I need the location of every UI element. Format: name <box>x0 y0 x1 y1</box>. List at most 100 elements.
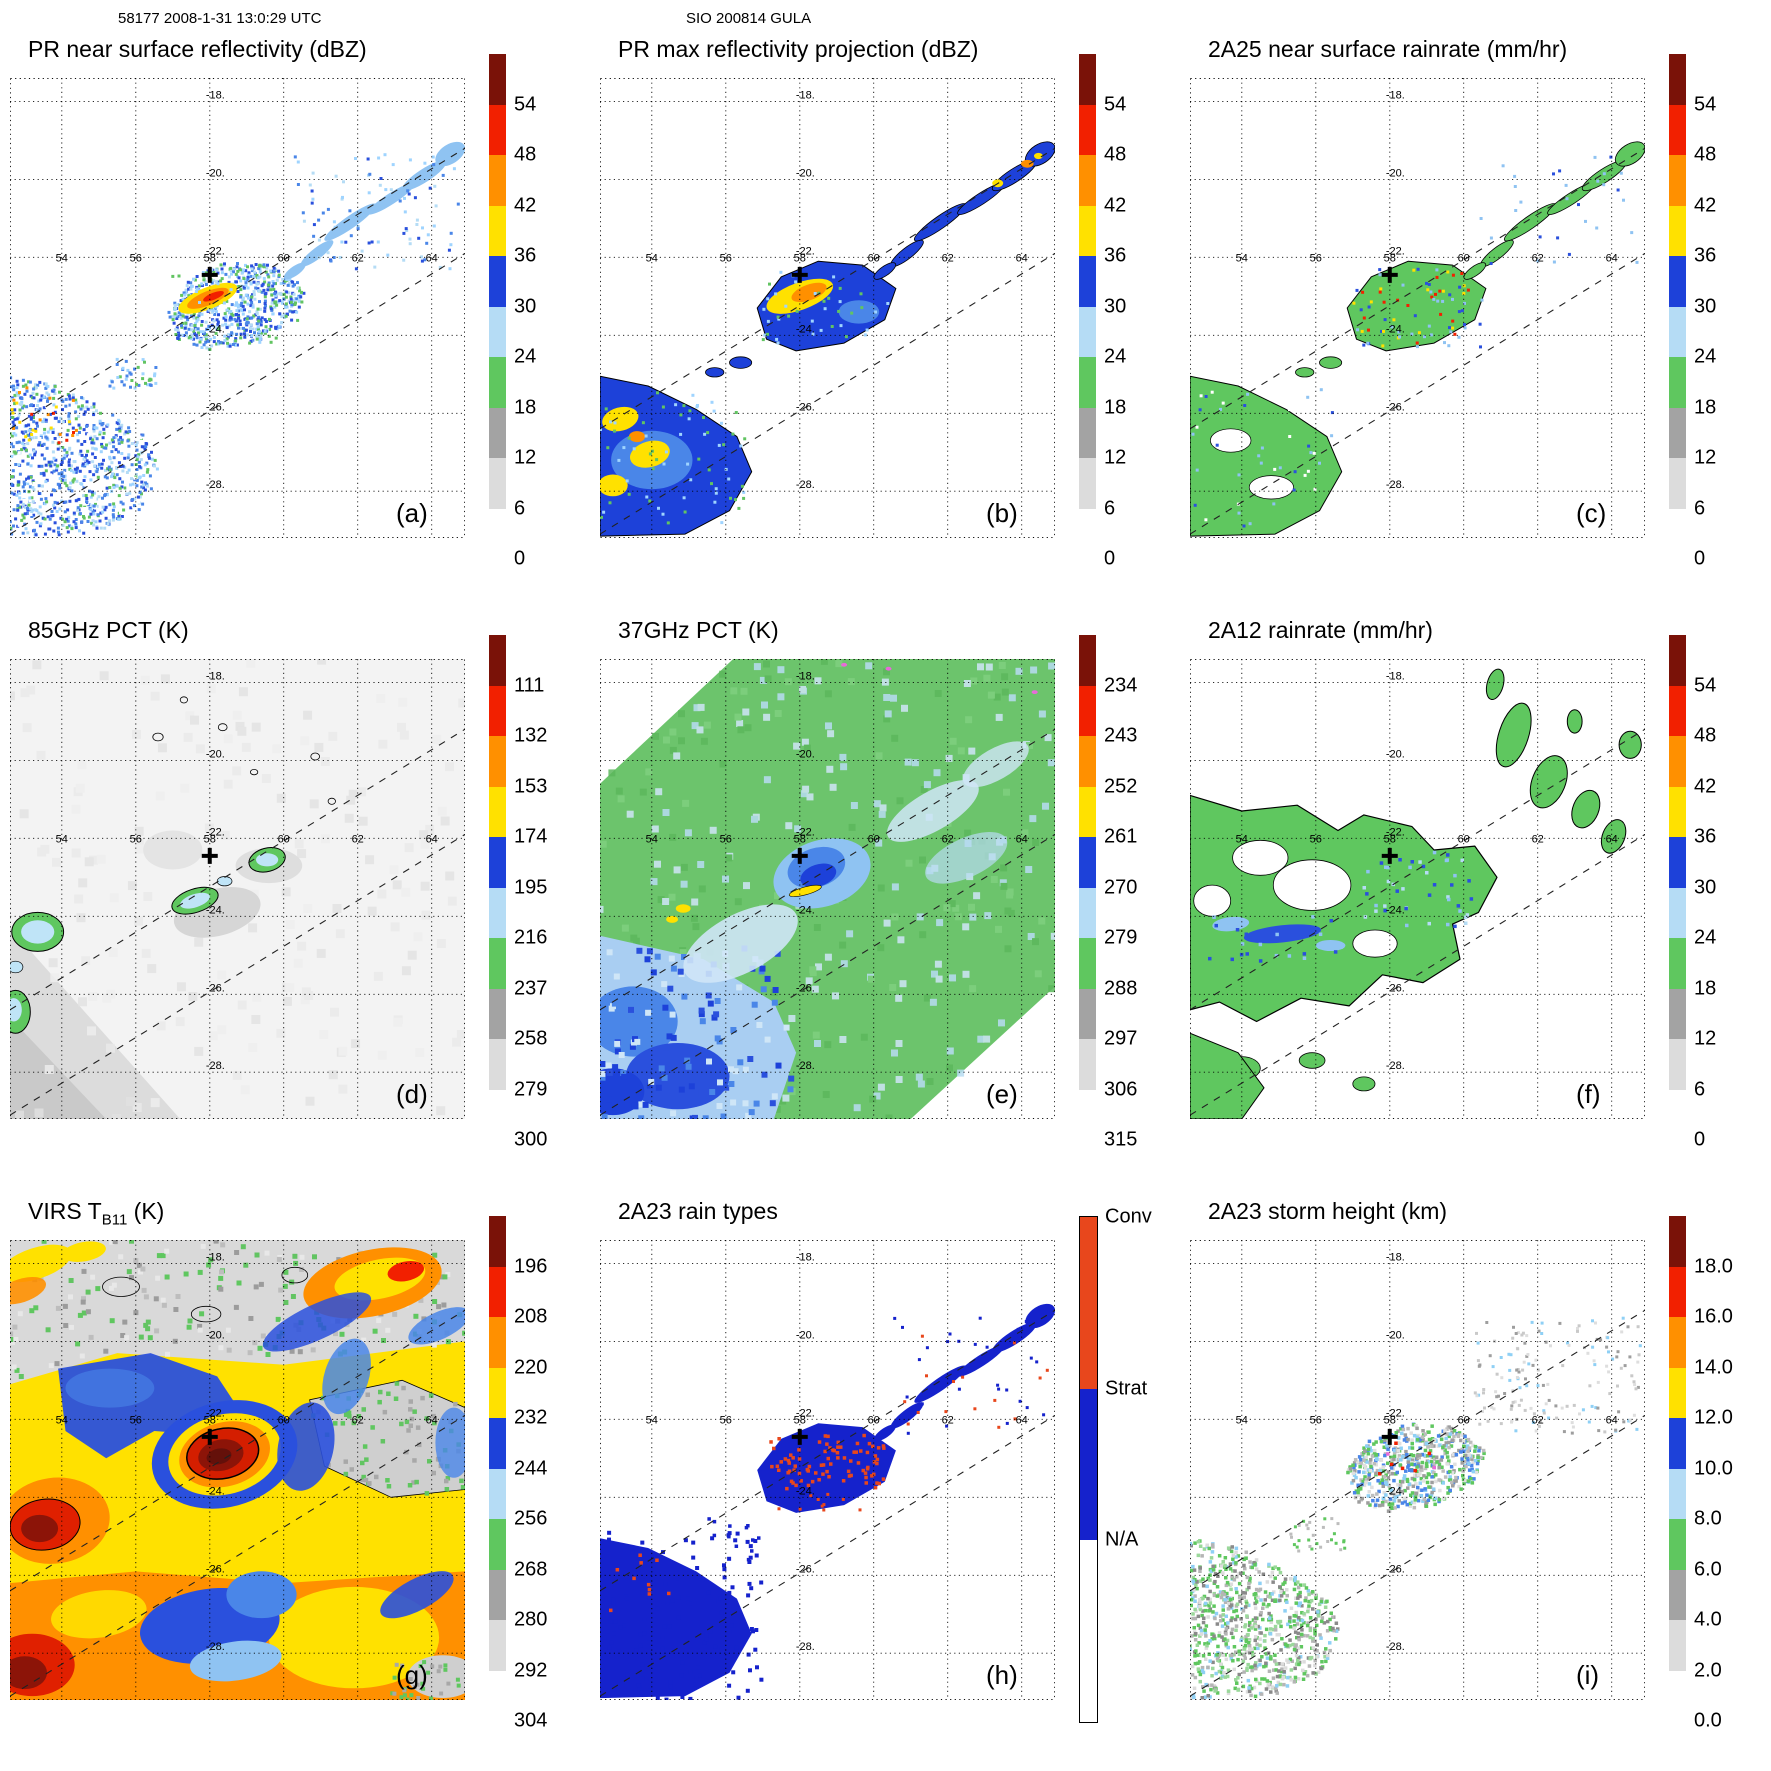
colorbar-tick-label: 48 <box>514 143 537 166</box>
colorbar-tick-label: 256 <box>514 1507 548 1530</box>
colorbar-tick-label: 24 <box>1694 926 1717 949</box>
map-panel-h: 54 56 58 60 62 64 -18. -20. -22. -24. -26. -28. <box>600 1240 1055 1700</box>
storm-center-marker <box>1381 847 1398 864</box>
lat-grid-label: -22. <box>1386 245 1405 257</box>
colorbar-segment <box>1669 786 1686 837</box>
colorbar-tick-label: 288 <box>1104 977 1138 999</box>
colorbar-segment <box>489 1519 506 1570</box>
colorbar-segment <box>489 685 506 736</box>
lat-grid-label: -28. <box>206 479 225 491</box>
panel-title-f: 2A12 rainrate (mm/hr) <box>1208 617 1433 648</box>
panel-letter: (c) <box>1576 498 1607 528</box>
lon-grid-label: 56 <box>720 1414 732 1426</box>
map-features <box>1190 668 1642 1119</box>
colorbar-segment <box>1079 54 1096 105</box>
colorbar-segment <box>1669 1620 1686 1671</box>
swath-edge-line <box>600 147 1055 430</box>
lat-grid-label: -18. <box>796 1251 815 1263</box>
lon-grid-label: 60 <box>278 1414 290 1426</box>
panel-b: PR max reflectivity projection (dBZ) 54 56… <box>590 28 1180 609</box>
colorbar-segment <box>1079 1089 1096 1140</box>
colorbar-segment <box>489 786 506 837</box>
lon-grid-label: 62 <box>942 252 954 264</box>
lat-grid-label: -24. <box>206 1485 225 1497</box>
colorbar-tick-label: 4.0 <box>1694 1608 1722 1631</box>
lat-grid-label: -28. <box>206 1641 225 1653</box>
panel-title-text: 2A23 storm height (km) <box>1208 1198 1448 1224</box>
map-features <box>1190 141 1645 537</box>
swath-edge-line <box>600 1309 1055 1592</box>
colorbar-segment <box>489 1266 506 1317</box>
lat-grid-label: -18. <box>206 670 225 682</box>
colorbar-segment <box>1669 306 1686 357</box>
lon-grid-label: 58 <box>1384 252 1396 264</box>
lon-grid-label: 64 <box>426 833 438 845</box>
swath-edge-line <box>10 1414 465 1697</box>
colorbar-segment <box>489 256 506 307</box>
swath-edge-line <box>600 833 1055 1116</box>
colorbar-segment <box>1079 508 1096 559</box>
panel-letter: (d) <box>396 1079 428 1109</box>
swath-edge-line <box>1190 147 1645 430</box>
colorbar-tick-label: 12 <box>514 446 537 469</box>
lat-grid-label: -26. <box>1386 401 1405 413</box>
colorbar-tick-label: 111 <box>514 674 545 696</box>
colorbar-segment <box>1669 1089 1686 1140</box>
colorbar-tick-label: 16.0 <box>1694 1305 1733 1328</box>
map-panel-f: 54 56 58 60 62 64 -18. -20. -22. -24. -26. -28. <box>1190 659 1645 1119</box>
lon-grid-label: 60 <box>1458 1414 1470 1426</box>
colorbar-tick-label: 18.0 <box>1694 1255 1733 1277</box>
colorbar-segment <box>489 1670 506 1721</box>
lat-grid-label: -28. <box>1386 1060 1405 1072</box>
colorbar-segment <box>489 635 506 686</box>
colorbar-segment <box>1079 988 1096 1039</box>
panel-e: 37GHz PCT (K) 54 56 58 60 62 64 -18. -20. -22. -24… <box>590 609 1180 1190</box>
map-features <box>600 659 1055 1119</box>
colorbar-tick-label: 244 <box>514 1457 548 1479</box>
colorbar-d: 300 279 258 237 216 195 174 153 132 111 <box>489 635 547 1151</box>
swath-edge-line <box>10 728 465 1011</box>
colorbar-tick-label: Strat <box>1105 1377 1148 1400</box>
lon-grid-label: 56 <box>130 252 142 264</box>
panel-title-c: 2A25 near surface rainrate (mm/hr) <box>1208 36 1567 67</box>
colorbar-segment <box>489 407 506 458</box>
colorbar-tick-label: 270 <box>1104 876 1138 898</box>
panel-title-text: 37GHz PCT (K) <box>618 617 779 643</box>
colorbar-tick-label: 36 <box>1694 244 1717 267</box>
lon-grid-label: 64 <box>1606 833 1618 845</box>
colorbar-segment <box>1669 407 1686 458</box>
colorbar-segment <box>1669 685 1686 736</box>
panel-title-b: PR max reflectivity projection (dBZ) <box>618 36 978 67</box>
colorbar-f: 0 6 12 18 24 30 36 42 48 54 <box>1669 635 1716 1151</box>
colorbar-segment <box>489 508 506 559</box>
lat-grid-label: -28. <box>796 1060 815 1072</box>
colorbar-tick-label: 24 <box>1104 345 1127 368</box>
lat-grid-label: -24. <box>1386 323 1405 335</box>
colorbar-a: 0 6 12 18 24 30 36 42 48 54 <box>489 54 536 570</box>
colorbar-tick-label: 0 <box>1104 547 1116 570</box>
lon-grid-label: 60 <box>278 252 290 264</box>
colorbar-segment <box>1079 155 1096 206</box>
colorbar-tick-label: 48 <box>1694 143 1717 166</box>
swath-edge-line <box>10 833 465 1116</box>
lat-grid-label: -26. <box>1386 982 1405 994</box>
panel-h: 2A23 rain types 54 56 58 60 62 64 -18. -20. -22. -… <box>590 1190 1180 1771</box>
colorbar-tick-label: 10.0 <box>1694 1457 1733 1479</box>
colorbar-tick-label: 12 <box>1694 446 1717 469</box>
colorbar-tick-label: 12 <box>1104 446 1127 469</box>
colorbar-segment <box>489 1039 506 1090</box>
colorbar-segment <box>1079 205 1096 256</box>
lat-grid-label: -24. <box>796 323 815 335</box>
colorbar-segment <box>489 104 506 155</box>
colorbar-segment <box>1669 1317 1686 1368</box>
lat-grid-label: -20. <box>1386 748 1405 760</box>
colorbar-tick-label: 216 <box>514 926 548 949</box>
colorbar-segment <box>1669 1519 1686 1570</box>
lon-grid-label: 56 <box>720 252 732 264</box>
colorbar-tick-label: 42 <box>1694 194 1717 216</box>
panel-letter: (e) <box>986 1079 1018 1109</box>
colorbar-segment <box>1079 306 1096 357</box>
lat-grid-label: -24. <box>796 1485 815 1497</box>
colorbar-segment <box>1079 256 1096 307</box>
colorbar-segment <box>1079 357 1096 408</box>
